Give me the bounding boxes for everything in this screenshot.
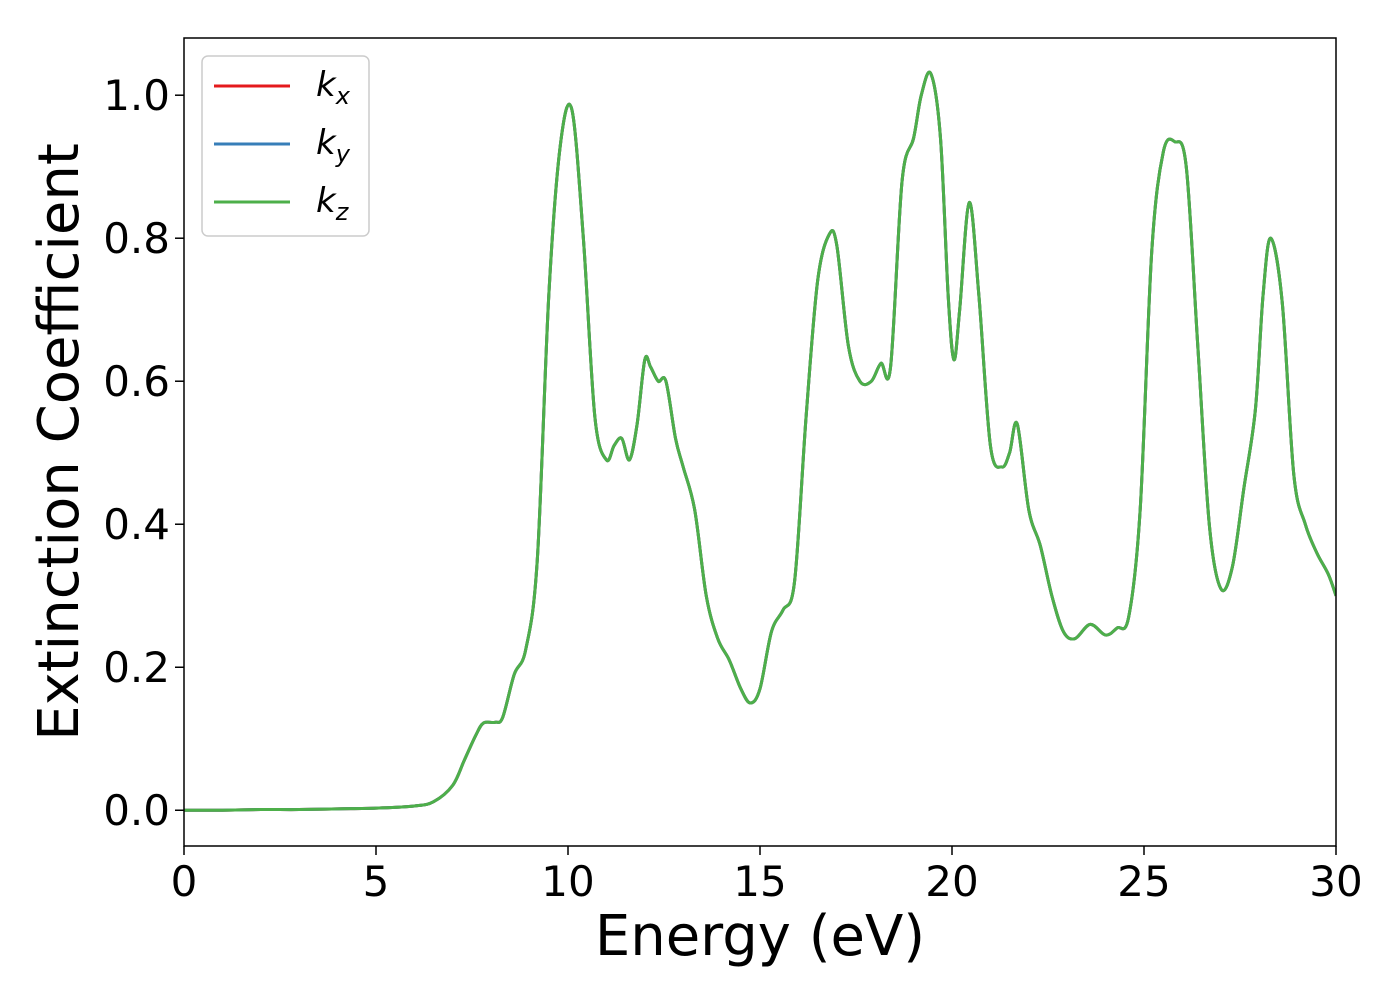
x-tick-label: 0 (171, 857, 198, 906)
legend-label-x: kx (316, 65, 351, 110)
y-tick-label: 0.4 (103, 500, 170, 549)
series-line-z (184, 70, 1336, 812)
legend-box (201, 55, 370, 237)
y-tick-label: 1.0 (103, 71, 170, 120)
x-tick-label: 25 (1117, 857, 1170, 906)
y-tick-label: 0.6 (103, 357, 170, 406)
x-axis-label: Energy (eV) (595, 904, 925, 969)
series-layer (184, 70, 1336, 812)
y-axis-label: Extinction Coefficient (27, 143, 92, 741)
y-tick-label: 0.8 (103, 214, 170, 263)
x-tick-label: 10 (541, 857, 594, 906)
x-tick-label: 15 (733, 857, 786, 906)
x-axis-ticks: 0 5 10 15 20 25 30 (171, 846, 1363, 906)
x-tick-label: 20 (925, 857, 978, 906)
legend: kx ky kz (201, 55, 370, 237)
y-tick-label: 0.2 (103, 643, 170, 692)
legend-label-z: kz (316, 181, 350, 226)
x-tick-label: 30 (1309, 857, 1362, 906)
x-tick-label: 5 (363, 857, 390, 906)
legend-label-y: ky (316, 123, 351, 168)
y-tick-label: 0.0 (103, 786, 170, 835)
y-axis-ticks: 0.0 0.2 0.4 0.6 0.8 1.0 (103, 71, 184, 835)
